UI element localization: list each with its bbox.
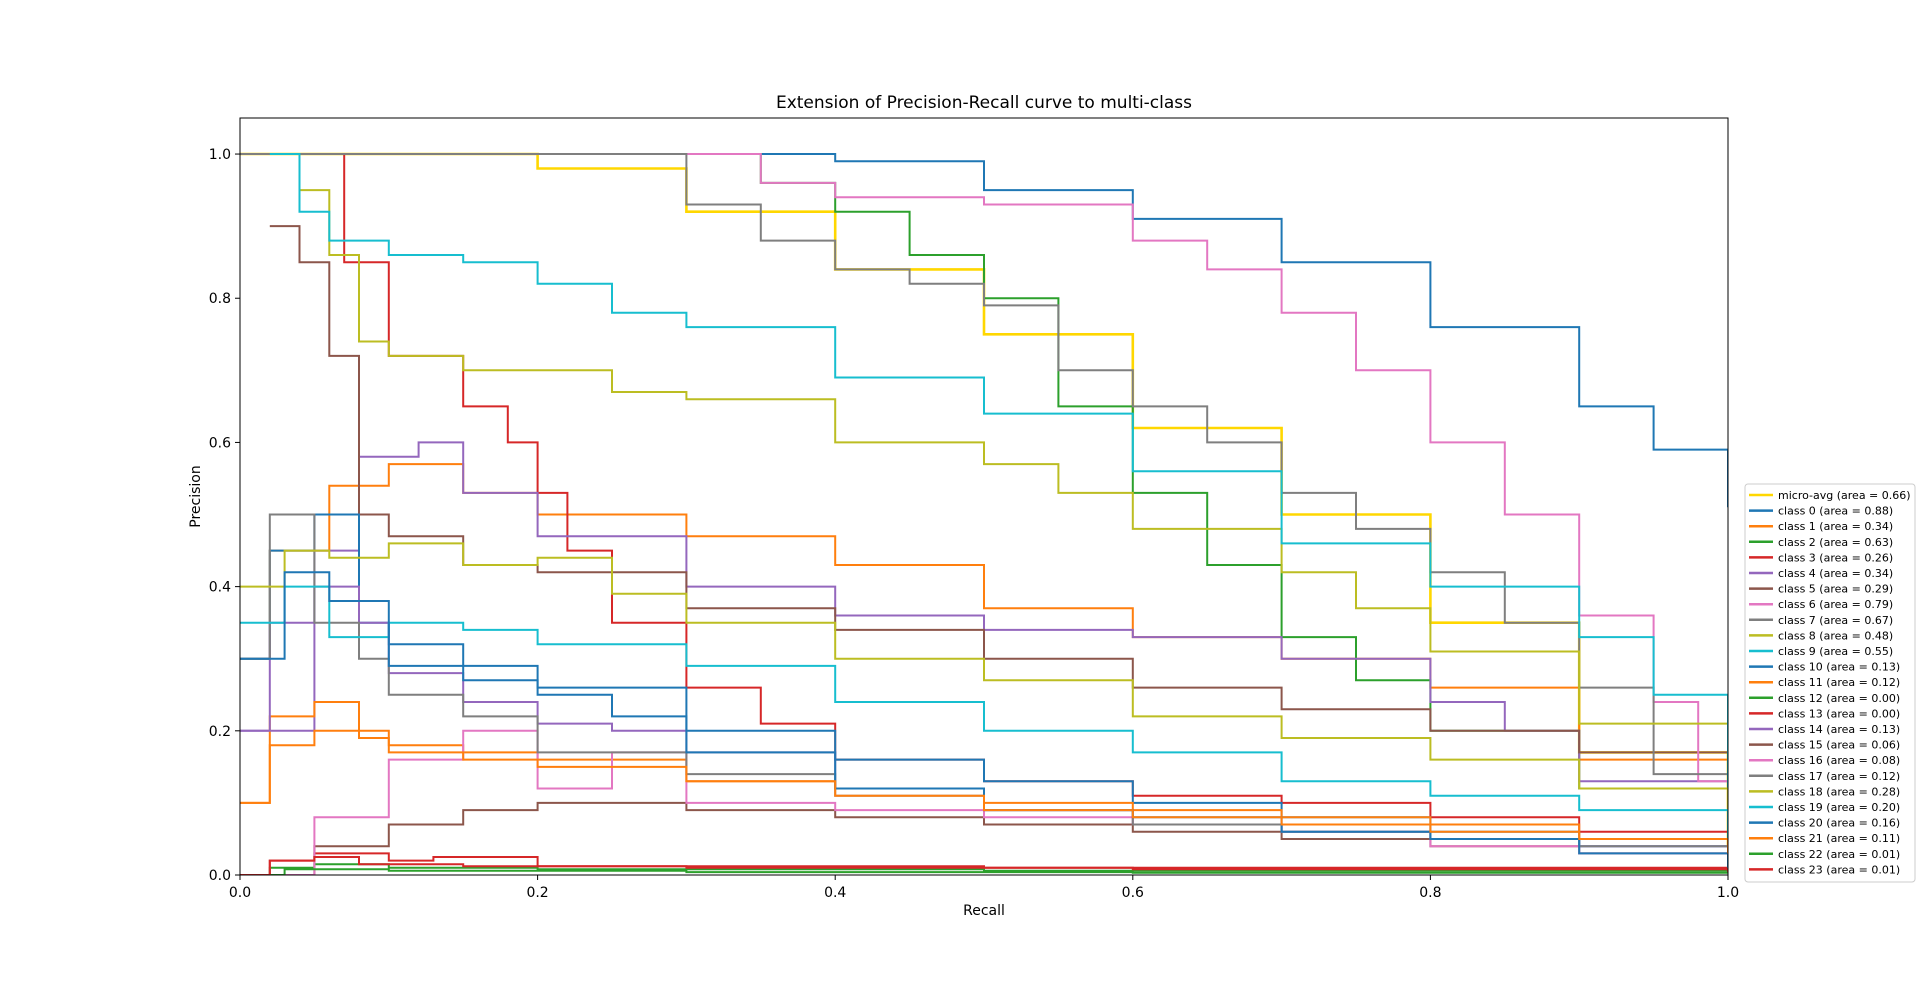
legend-entry: class 11 (area = 0.12) <box>1778 676 1900 689</box>
legend-entry: class 23 (area = 0.01) <box>1778 863 1900 876</box>
legend-entry: class 18 (area = 0.28) <box>1778 785 1900 798</box>
x-tick-label: 1.0 <box>1717 885 1739 901</box>
legend-entry: class 5 (area = 0.29) <box>1778 583 1893 596</box>
legend-entry: micro-avg (area = 0.66) <box>1778 489 1911 502</box>
chart-title: Extension of Precision-Recall curve to m… <box>776 93 1192 113</box>
series-lines <box>240 152 1728 875</box>
legend-entry: class 15 (area = 0.06) <box>1778 739 1900 752</box>
legend-entry: class 9 (area = 0.55) <box>1778 645 1893 658</box>
y-tick-label: 0.2 <box>209 724 231 740</box>
series-line-9 <box>299 189 1728 818</box>
series-line-23 <box>240 868 1728 875</box>
x-tick-label: 0.4 <box>824 885 846 901</box>
y-axis-label: Precision <box>188 465 204 527</box>
legend-entry: class 13 (area = 0.00) <box>1778 707 1900 720</box>
series-line-17 <box>240 729 1728 875</box>
legend-entry: class 22 (area = 0.01) <box>1778 848 1900 861</box>
series-line-1 <box>240 153 1728 508</box>
y-tick-label: 0.8 <box>209 291 231 307</box>
legend-entry: class 17 (area = 0.12) <box>1778 770 1900 783</box>
legend-entry: class 19 (area = 0.20) <box>1778 801 1900 814</box>
legend-entry: class 12 (area = 0.00) <box>1778 692 1900 705</box>
legend-entry: class 6 (area = 0.79) <box>1778 598 1893 611</box>
series-line-24 <box>240 856 1728 875</box>
y-tick-label: 0.4 <box>209 580 231 596</box>
y-tick-label: 1.0 <box>209 147 231 163</box>
legend-entry: class 4 (area = 0.34) <box>1778 567 1893 580</box>
y-axis-ticks: 0.0 0.2 0.4 0.6 0.8 1.0 <box>209 147 240 884</box>
x-tick-label: 0.2 <box>526 885 548 901</box>
legend-entry: class 7 (area = 0.67) <box>1778 614 1893 627</box>
x-tick-label: 0.0 <box>229 885 251 901</box>
legend-entry: class 3 (area = 0.26) <box>1778 551 1893 564</box>
legend-entry: class 16 (area = 0.08) <box>1778 754 1900 767</box>
legend-entry: class 20 (area = 0.16) <box>1778 817 1900 830</box>
legend-entry: class 14 (area = 0.13) <box>1778 723 1900 736</box>
series-line-22 <box>240 729 1728 854</box>
y-tick-label: 0.6 <box>209 435 231 451</box>
legend-entry: class 1 (area = 0.34) <box>1778 520 1893 533</box>
y-tick-label: 0.0 <box>209 868 231 884</box>
axes-frame <box>239 117 1729 876</box>
legend-box <box>1744 483 1916 883</box>
series-line-21 <box>240 571 1728 868</box>
x-axis-label: Recall <box>963 903 1005 919</box>
series-line-10 <box>269 153 1728 803</box>
series-line-19 <box>240 542 1728 839</box>
x-axis-ticks: 0.0 0.2 0.4 0.6 0.8 1.0 <box>229 875 1739 901</box>
legend-entry: class 0 (area = 0.88) <box>1778 505 1893 518</box>
legend: micro-avg (area = 0.66) class 0 (area = 0… <box>1744 483 1916 883</box>
x-tick-label: 0.6 <box>1122 885 1144 901</box>
legend-entry: class 10 (area = 0.13) <box>1778 661 1900 674</box>
legend-entry: class 8 (area = 0.48) <box>1778 629 1893 642</box>
legend-entry: class 2 (area = 0.63) <box>1778 536 1893 549</box>
x-tick-label: 0.8 <box>1419 885 1441 901</box>
legend-entry: class 21 (area = 0.11) <box>1778 832 1900 845</box>
series-line-8 <box>240 153 1728 847</box>
series-line-20 <box>240 585 1728 839</box>
